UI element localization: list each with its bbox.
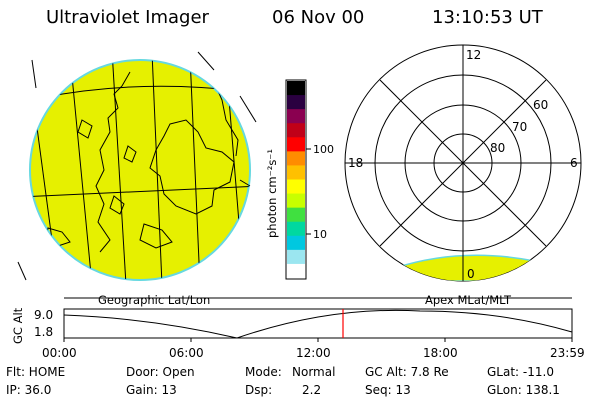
x-tick-label-3: 18:00: [423, 346, 458, 360]
colorbar-band: [287, 95, 305, 110]
colorbar-tick-label-10: 10: [313, 228, 327, 241]
mlat-label-80: 80: [490, 141, 505, 155]
instrument-title: Ultraviolet Imager: [46, 7, 209, 28]
colorbar-band: [287, 235, 305, 251]
seq-info: Seq: 13: [365, 383, 411, 397]
altitude-curve: [63, 309, 573, 339]
glat-info: GLat: -11.0: [487, 365, 554, 379]
geographic-globe: [17, 51, 257, 281]
mlt-label-12: 12: [466, 48, 481, 62]
mode-value: Normal: [292, 365, 336, 379]
x-tick-label-1: 06:00: [169, 346, 204, 360]
gc-alt-info: GC Alt: 7.8 Re: [365, 365, 449, 379]
colorbar-band: [287, 165, 305, 180]
time-label: 13:10:53 UT: [432, 7, 543, 28]
colorbar-band: [287, 151, 305, 166]
mlt-label-6: 6: [570, 156, 578, 170]
door-info: Door: Open: [126, 365, 195, 379]
altitude-timeline: 9.0 1.8 GC Alt: [11, 297, 573, 344]
y-tick-9: 9.0: [34, 308, 53, 322]
colorbar: 100 10 photon cm⁻²s⁻¹: [265, 79, 334, 280]
x-tick-label-4: 23:59: [550, 346, 585, 360]
colorbar-band: [287, 249, 305, 265]
x-tick-label-0: 00:00: [42, 346, 77, 360]
colorbar-band: [287, 263, 305, 279]
timeline-x-ticks: [63, 338, 573, 342]
date-label: 06 Nov 00: [272, 7, 365, 28]
colorbar-tick-label-100: 100: [313, 143, 334, 156]
x-tick-label-2: 12:00: [296, 346, 331, 360]
colorbar-band: [287, 221, 305, 237]
geographic-panel-label: Geographic Lat/Lon: [98, 293, 211, 307]
colorbar-band: [287, 207, 305, 223]
mode-label: Mode:: [245, 365, 282, 379]
y-tick-1-8: 1.8: [34, 325, 53, 339]
colorbar-band: [287, 179, 305, 195]
colorbar-band: [287, 109, 305, 124]
colorbar-unit-label: photon cm⁻²s⁻¹: [265, 149, 279, 238]
colorbar-band: [287, 81, 305, 96]
flight-info: Flt: HOME: [6, 365, 66, 379]
mlat-label-70: 70: [512, 120, 527, 134]
polar-plot: 12 18 6 0 60 70 80: [344, 44, 582, 282]
gain-info: Gain: 13: [126, 383, 177, 397]
polar-panel-label: Apex MLat/MLT: [425, 293, 512, 307]
timeline-y-label: GC Alt: [11, 307, 25, 344]
colorbar-band: [287, 193, 305, 209]
dsp-label: Dsp:: [245, 383, 273, 397]
colorbar-band: [287, 123, 305, 138]
mlat-label-60: 60: [533, 98, 548, 112]
mlt-label-18: 18: [348, 156, 363, 170]
mlt-label-0: 0: [467, 267, 475, 281]
colorbar-scale: [287, 81, 305, 279]
glon-info: GLon: 138.1: [487, 383, 560, 397]
colorbar-band: [287, 137, 305, 152]
ip-info: IP: 36.0: [6, 383, 52, 397]
dsp-value: 2.2: [302, 383, 322, 397]
